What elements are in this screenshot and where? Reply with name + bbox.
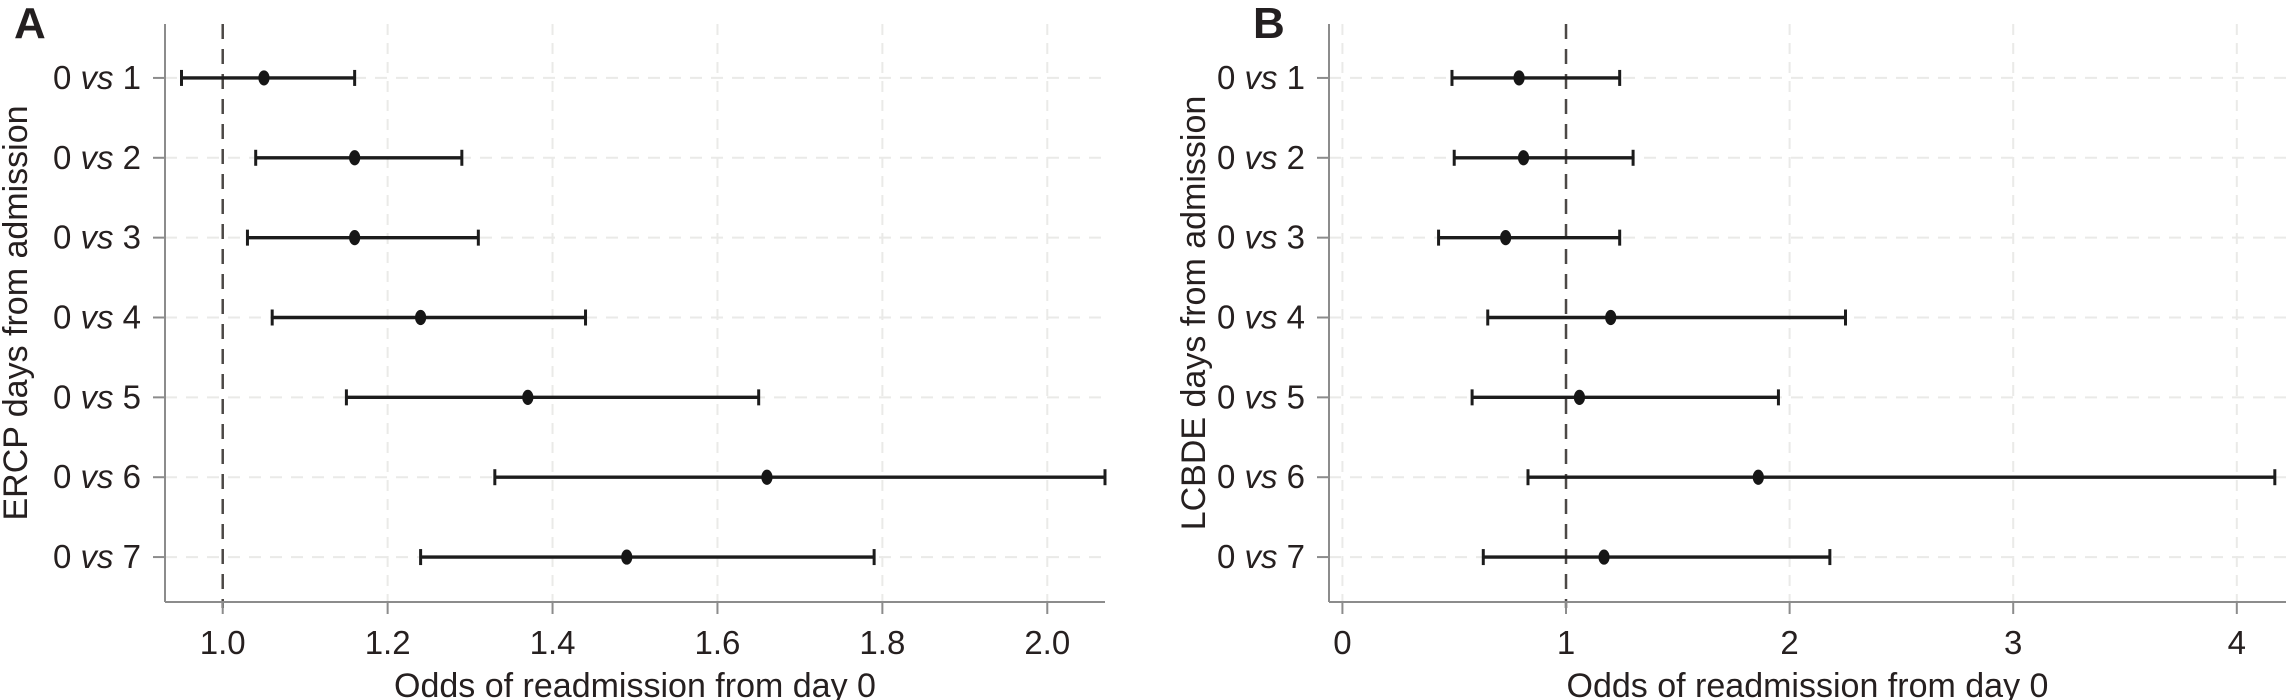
point-estimate xyxy=(1513,70,1525,86)
y-category-label: 0 vs 2 xyxy=(53,139,141,176)
y-category-label: 0 vs 4 xyxy=(1217,299,1305,336)
panel-b-letter: B xyxy=(1253,0,1285,48)
point-estimate xyxy=(1517,150,1530,166)
x-tick-label: 0 xyxy=(1333,624,1351,661)
x-tick-label: 2 xyxy=(1780,624,1798,661)
point-estimate xyxy=(349,230,361,246)
point-estimate xyxy=(1573,389,1586,405)
point-estimate xyxy=(415,309,427,326)
point-estimate xyxy=(522,389,534,405)
point-estimate xyxy=(1752,469,1764,485)
y-category-label: 0 vs 5 xyxy=(53,378,141,415)
point-estimate xyxy=(258,70,270,86)
y-category-label: 0 vs 3 xyxy=(53,219,141,256)
y-axis-title: ERCP days from admission xyxy=(0,105,35,520)
point-estimate xyxy=(349,150,361,166)
y-category-label: 0 vs 6 xyxy=(1217,458,1305,495)
x-tick-label: 1.4 xyxy=(530,624,576,661)
y-category-label: 0 vs 7 xyxy=(1217,538,1305,575)
y-category-label: 0 vs 6 xyxy=(53,458,141,495)
x-tick-label: 1 xyxy=(1557,624,1575,661)
forest-plot-b: 0 1 2 3 4 0 vs 1 0 vs 2 0 vs 3 0 vs 4 0 vs 5 0 vs … xyxy=(1175,24,2286,700)
x-axis-title: Odds of readmission from day 0 xyxy=(1567,667,2049,700)
y-category-label: 0 vs 1 xyxy=(53,59,141,96)
y-category-label: 0 vs 1 xyxy=(1217,59,1305,96)
point-estimate xyxy=(761,469,773,485)
panel-b: B 0 1 2 3 4 0 vs 1 0 vs 2 0 vs 3 0 vs 4 0 vs 5 0 v… xyxy=(1145,0,2290,700)
x-tick-label: 1.8 xyxy=(859,624,905,661)
x-tick-label: 1.6 xyxy=(695,624,741,661)
x-tick-label: 4 xyxy=(2228,624,2246,661)
y-category-label: 0 vs 7 xyxy=(53,538,141,575)
x-tick-label: 2.0 xyxy=(1024,624,1070,661)
forest-plot-a: 1.0 1.2 1.4 1.6 1.8 2.0 0 vs 1 0 vs 2 0 vs 3 0 vs… xyxy=(0,24,1107,700)
x-tick-label: 3 xyxy=(2004,624,2022,661)
point-estimate xyxy=(1598,549,1610,565)
point-estimate xyxy=(1500,230,1512,246)
panel-a: A 1.0 1.2 1.4 1.6 1.8 2.0 0 vs 1 0 vs 2 0 vs 3 0 … xyxy=(0,0,1107,700)
y-category-label: 0 vs 2 xyxy=(1217,139,1305,176)
point-estimate xyxy=(1605,309,1617,326)
y-category-label: 0 vs 4 xyxy=(53,299,141,336)
panel-a-letter: A xyxy=(14,0,46,48)
y-axis-title: LCBDE days from admission xyxy=(1175,96,1213,531)
x-axis-title: Odds of readmission from day 0 xyxy=(394,667,876,700)
x-tick-label: 1.0 xyxy=(200,624,246,661)
y-category-label: 0 vs 3 xyxy=(1217,219,1305,256)
y-category-label: 0 vs 5 xyxy=(1217,378,1305,415)
point-estimate xyxy=(621,549,633,565)
x-tick-label: 1.2 xyxy=(365,624,411,661)
